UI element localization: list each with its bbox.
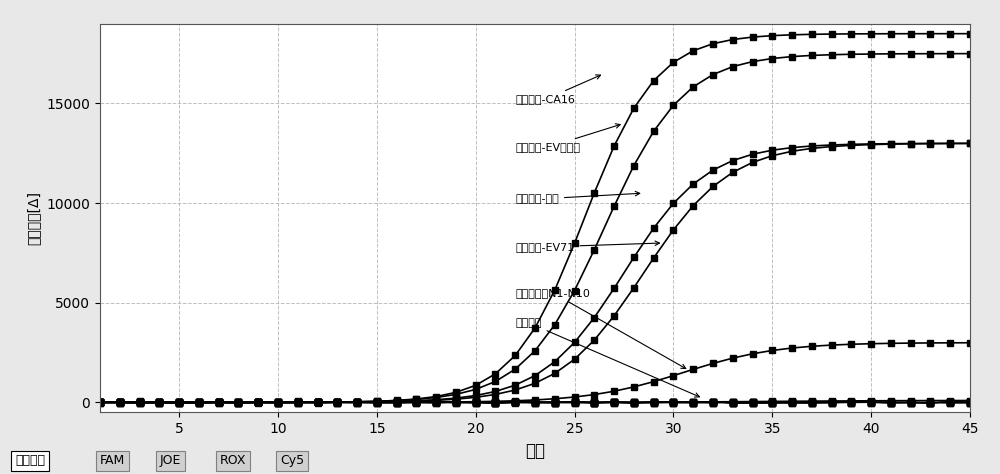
X-axis label: 循环: 循环 — [525, 442, 545, 460]
Text: Cy5: Cy5 — [280, 455, 304, 467]
Text: ROX: ROX — [220, 455, 246, 467]
Text: JOE: JOE — [160, 455, 181, 467]
Text: 阳性参考品N1-N10: 阳性参考品N1-N10 — [515, 288, 686, 368]
Y-axis label: 信号强度[Δ]: 信号强度[Δ] — [27, 191, 41, 245]
Text: 阴性对照: 阴性对照 — [515, 318, 699, 397]
Text: FAM: FAM — [100, 455, 125, 467]
Text: 阳性对照-EV71: 阳性对照-EV71 — [515, 241, 660, 252]
Text: 阳性对照-内标: 阳性对照-内标 — [515, 191, 640, 204]
Text: 阳性对照-EV通用型: 阳性对照-EV通用型 — [515, 124, 620, 152]
Text: 所有通道: 所有通道 — [15, 455, 45, 467]
Text: 阳性对照-CA16: 阳性对照-CA16 — [515, 75, 601, 104]
